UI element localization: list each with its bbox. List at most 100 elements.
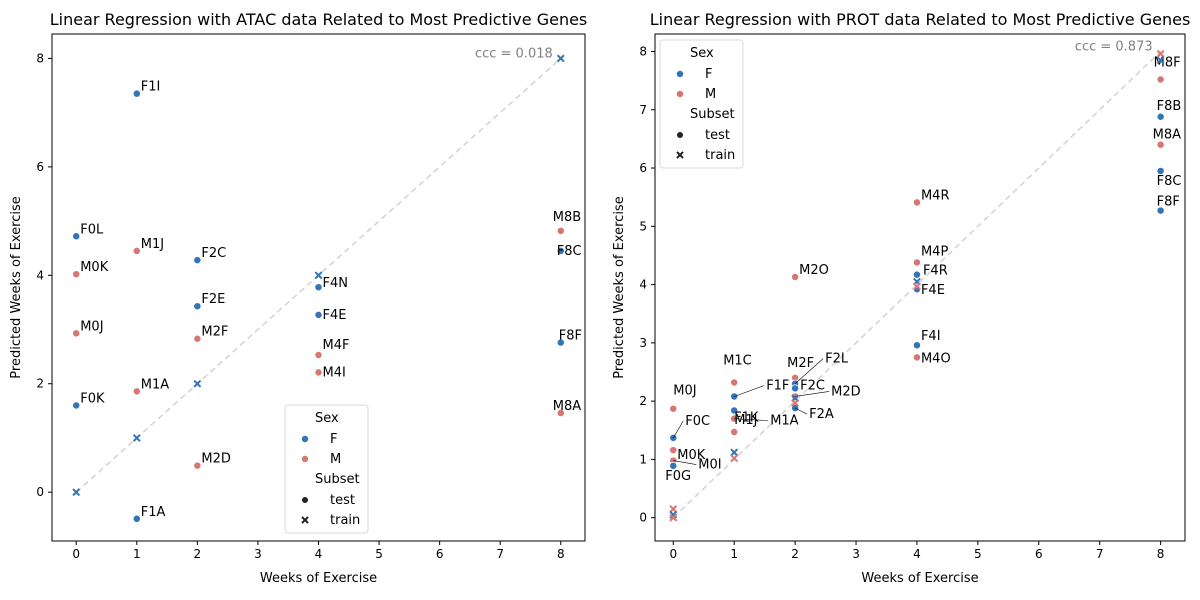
label-leader-line [794,358,824,384]
data-point-test [193,461,202,470]
data-point-test [1156,75,1165,84]
data-point-test [1156,112,1165,121]
legend-marker-sex [676,90,684,98]
x-tick-label: 5 [974,547,982,561]
data-point-test [132,89,141,98]
data-point-train [913,282,921,291]
data-point-test [669,404,678,413]
point-label: M1C [723,353,752,368]
data-point-test [132,387,141,396]
legend: Sex FM Subset test train [659,39,744,169]
data-point-test [314,283,323,292]
data-point-train [132,434,141,442]
legend-entry-subset: test [330,493,355,508]
data-point-test [791,273,800,281]
point-label: M0I [698,458,721,473]
point-label: F4N [323,276,348,291]
data-point-train [72,488,81,497]
y-tick-label: 8 [639,44,647,58]
y-tick-label: 2 [36,377,44,391]
data-point-test [1156,140,1165,149]
x-tick-label: 0 [72,547,80,561]
point-label: M4R [921,188,950,203]
x-tick-label: 1 [730,547,738,561]
x-tick-label: 2 [194,547,202,561]
point-label: M2O [799,263,829,278]
y-tick-label: 5 [639,219,647,233]
point-label: F1K [734,410,759,425]
x-tick-label: 1 [133,547,141,561]
point-label: F0L [80,222,104,237]
data-point-test [669,461,678,470]
legend-marker-subset [676,151,684,159]
label-leader-line [734,385,765,397]
x-tick-label: 6 [1035,547,1043,561]
legend-entry-subset: test [705,128,730,143]
legend-entry-sex: M [705,87,716,102]
chart-panel-2: Linear Regression with PROT data Related… [612,10,1190,586]
data-point-train [1156,49,1165,58]
data-point-test [556,246,565,255]
point-label: M2D [831,384,861,399]
point-label: F8F [559,329,582,344]
legend: Sex FM Subset test train [284,404,369,534]
point-label: F1F [766,378,789,393]
data-point-test [730,378,739,387]
point-label: F4I [921,329,941,344]
legend-entry-subset: train [330,513,360,528]
legend-entry-sex: M [330,452,341,467]
legend-title-sex: Sex [690,46,714,61]
y-tick-label: 2 [639,394,647,408]
point-label: M8A [1153,128,1181,143]
data-point-test [556,409,565,417]
data-point-train [556,54,565,63]
data-point-test [132,246,141,255]
label-leader-line [795,391,830,397]
chart-title: Linear Regression with PROT data Related… [650,10,1191,29]
point-label: F8C [557,244,582,259]
data-point-test [314,368,323,377]
y-tick-label: 7 [639,103,647,117]
ccc-annotation: ccc = 0.018 [475,46,553,61]
point-label: M8A [553,399,581,414]
x-tick-label: 7 [1096,547,1104,561]
data-point-test [913,341,921,350]
point-label: M2F [201,325,228,340]
data-point-test [730,428,739,436]
point-label: M4F [323,338,350,353]
data-point-test [72,270,81,279]
label-leader-line [734,418,769,421]
point-label: F2A [809,407,834,422]
data-point-test [913,198,921,207]
data-point-test [556,338,565,347]
point-label: M0K [677,448,705,463]
point-label: F8C [1157,174,1182,189]
point-label: M1J [734,413,757,428]
legend-marker-subset [301,516,309,524]
point-label: M0J [673,384,696,399]
point-label: F4R [923,264,948,279]
point-label: M0J [80,319,103,334]
legend-marker-subset [302,497,308,503]
legend-entry-subset: train [705,148,735,163]
x-tick-label: 4 [315,547,323,561]
y-tick-label: 6 [639,161,647,175]
point-label: F8B [1157,99,1182,114]
legend-marker-subset [677,132,683,138]
point-label: F2C [800,378,825,393]
data-point-test [913,258,921,267]
chart-title: Linear Regression with ATAC data Related… [50,10,588,29]
legend-marker-sex [676,70,684,78]
point-label: F1I [141,80,161,95]
legend-entry-sex: F [330,432,337,447]
point-label: F2E [201,292,225,307]
y-axis-label: Predicted Weeks of Exercise [612,196,627,378]
x-axis-label: Weeks of Exercise [861,571,978,586]
x-tick-label: 0 [669,547,677,561]
data-point-test [913,270,921,279]
y-tick-label: 8 [36,51,44,65]
point-label: F0K [80,391,105,406]
x-axis-label: Weeks of Exercise [260,571,377,586]
data-point-test [72,232,81,241]
